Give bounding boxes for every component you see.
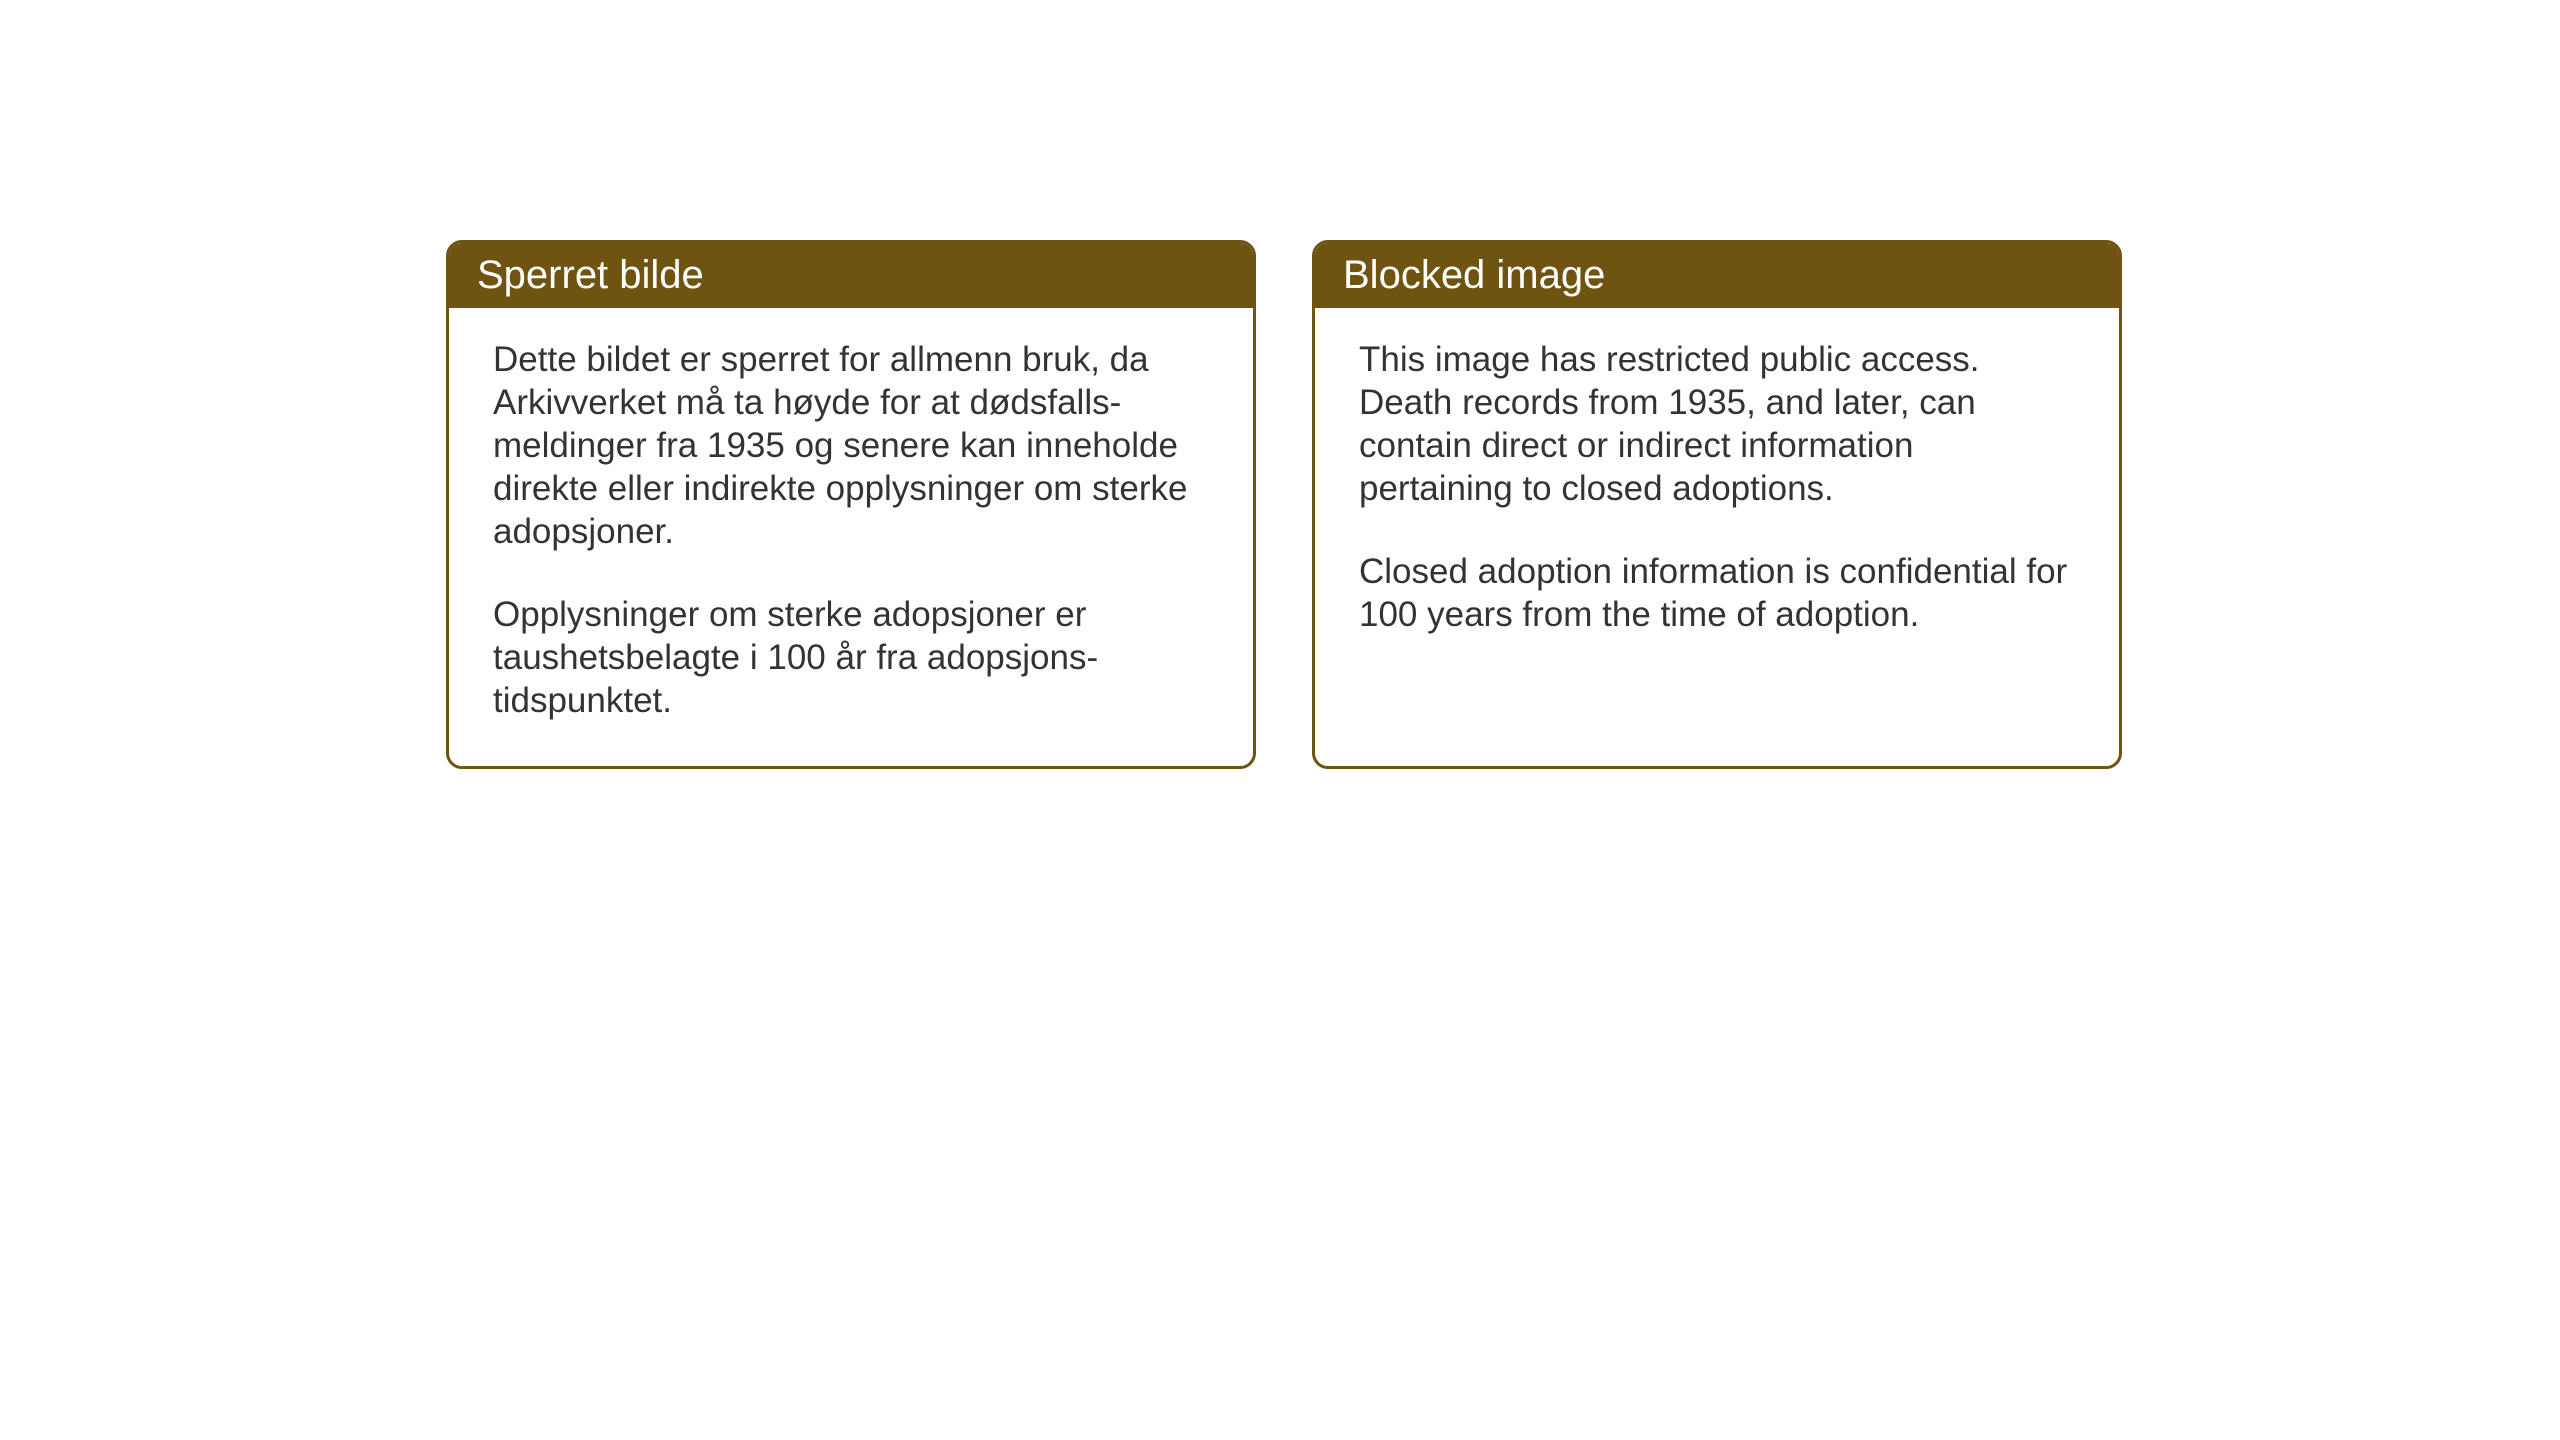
norwegian-paragraph-2: Opplysninger om sterke adopsjoner er tau… <box>493 593 1209 722</box>
norwegian-info-card: Sperret bilde Dette bildet er sperret fo… <box>446 240 1256 769</box>
info-cards-container: Sperret bilde Dette bildet er sperret fo… <box>446 240 2122 769</box>
english-paragraph-2: Closed adoption information is confident… <box>1359 550 2075 636</box>
norwegian-card-body: Dette bildet er sperret for allmenn bruk… <box>449 308 1253 766</box>
english-info-card: Blocked image This image has restricted … <box>1312 240 2122 769</box>
norwegian-paragraph-1: Dette bildet er sperret for allmenn bruk… <box>493 338 1209 553</box>
english-card-body: This image has restricted public access.… <box>1315 308 2119 680</box>
english-paragraph-1: This image has restricted public access.… <box>1359 338 2075 510</box>
english-card-title: Blocked image <box>1315 243 2119 308</box>
norwegian-card-title: Sperret bilde <box>449 243 1253 308</box>
